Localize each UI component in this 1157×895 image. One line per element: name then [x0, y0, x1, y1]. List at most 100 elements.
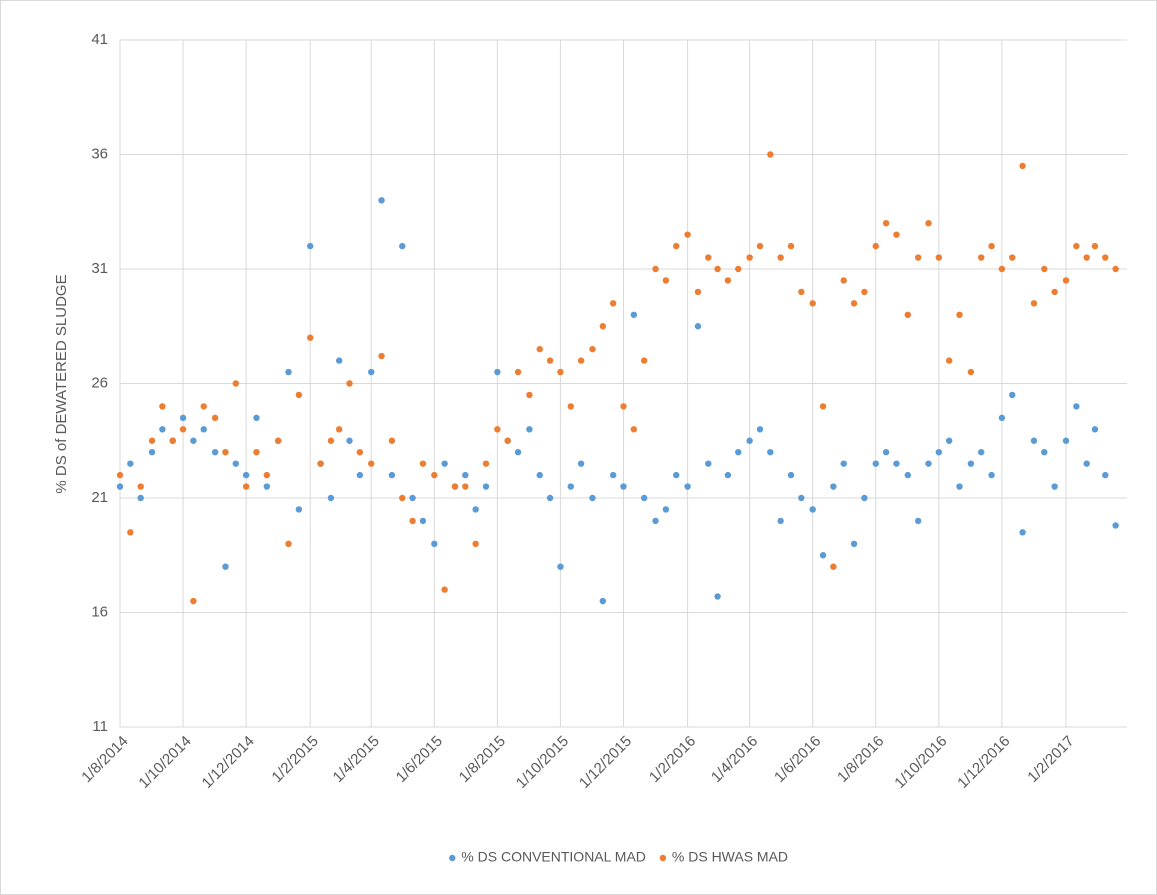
data-point: [684, 231, 691, 238]
data-point: [577, 357, 585, 364]
data-point: [673, 471, 680, 479]
data-point: [335, 357, 343, 364]
data-point: [819, 552, 827, 559]
data-point: [526, 426, 533, 433]
data-point: [536, 471, 543, 479]
data-point: [307, 334, 314, 341]
data-point: [1102, 254, 1109, 261]
data-point: [1073, 403, 1080, 410]
data-point: [819, 403, 827, 410]
legend-label: % DS CONVENTIONAL MAD: [461, 849, 646, 865]
data-point: [1041, 265, 1048, 273]
data-point: [945, 357, 953, 364]
data-point: [620, 483, 627, 490]
data-point: [1041, 449, 1048, 456]
data-point: [830, 563, 837, 570]
data-point: [978, 254, 985, 261]
data-point: [211, 449, 219, 456]
data-point: [609, 300, 617, 307]
data-point: [536, 345, 543, 353]
data-point: [882, 449, 890, 456]
data-point: [1083, 254, 1090, 261]
data-point: [116, 471, 124, 479]
data-point: [546, 494, 554, 502]
data-point: [798, 288, 805, 296]
data-point: [327, 437, 335, 444]
data-point: [127, 460, 134, 467]
data-point: [368, 460, 375, 467]
data-point: [504, 437, 511, 444]
data-point: [925, 460, 932, 467]
data-point: [914, 517, 922, 525]
data-point: [1091, 242, 1099, 250]
data-point: [253, 414, 260, 422]
data-point: [526, 391, 533, 399]
data-point: [1083, 460, 1090, 467]
data-point: [935, 254, 943, 261]
legend-marker: [449, 854, 456, 862]
data-point: [850, 540, 858, 547]
data-point: [914, 254, 922, 261]
data-point: [956, 483, 963, 490]
data-point: [472, 506, 479, 513]
data-point: [850, 300, 858, 307]
data-point: [609, 471, 617, 479]
data-point: [777, 517, 784, 525]
data-point: [798, 494, 805, 502]
data-point: [462, 483, 469, 490]
data-point: [714, 593, 721, 600]
data-point: [409, 517, 416, 525]
data-point: [904, 471, 912, 479]
data-point: [285, 368, 292, 376]
data-point: [409, 494, 416, 502]
data-point: [1030, 437, 1038, 444]
data-point: [630, 426, 638, 433]
data-point: [861, 288, 868, 296]
data-point: [546, 357, 554, 364]
data-point: [967, 368, 975, 376]
data-point: [735, 449, 742, 456]
data-point: [662, 277, 670, 284]
data-point: [557, 368, 564, 376]
data-point: [419, 460, 427, 467]
data-point: [673, 242, 680, 250]
data-point: [998, 265, 1006, 273]
data-point: [307, 242, 314, 250]
data-point: [431, 471, 438, 479]
data-point: [599, 323, 607, 330]
y-tick-label: 36: [91, 145, 108, 162]
data-point: [472, 540, 479, 547]
data-point: [514, 449, 522, 456]
data-point: [978, 449, 985, 456]
legend-label: % DS HWAS MAD: [672, 849, 788, 865]
data-point: [787, 471, 795, 479]
data-point: [694, 288, 702, 296]
data-point: [1073, 242, 1080, 250]
data-point: [1009, 391, 1016, 399]
data-point: [137, 483, 144, 490]
data-point: [893, 231, 900, 238]
data-point: [378, 197, 385, 204]
data-point: [159, 426, 166, 433]
legend-marker: [659, 854, 667, 862]
data-point: [253, 449, 260, 456]
data-point: [756, 426, 764, 433]
data-point: [494, 368, 501, 376]
data-point: [872, 460, 879, 467]
data-point: [211, 414, 219, 422]
data-point: [1019, 529, 1026, 536]
data-point: [285, 540, 292, 547]
data-point: [200, 426, 207, 433]
data-point: [714, 265, 721, 273]
data-point: [567, 483, 574, 490]
data-point: [263, 483, 271, 490]
data-point: [589, 494, 596, 502]
data-point: [274, 437, 282, 444]
data-point: [514, 368, 522, 376]
y-tick-label: 26: [91, 374, 108, 391]
data-point: [777, 254, 784, 261]
data-point: [956, 311, 963, 318]
data-point: [494, 426, 501, 433]
